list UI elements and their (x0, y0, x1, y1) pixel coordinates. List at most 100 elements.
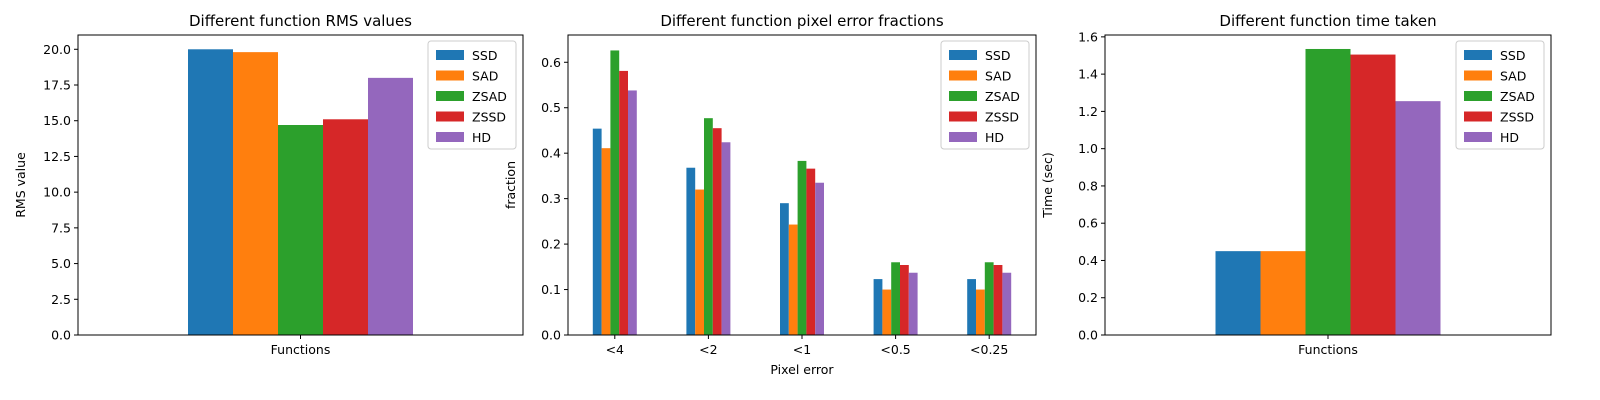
legend-label-zssd: ZSSD (1500, 110, 1534, 125)
legend-swatch-zssd (1464, 111, 1492, 122)
bar-ssd-4 (873, 279, 883, 335)
legend-swatch-zssd (436, 111, 464, 122)
bar-zssd-3 (806, 168, 816, 335)
x-tick-label: <2 (699, 342, 717, 357)
legend-box (1455, 40, 1545, 150)
y-tick-label: 7.5 (51, 220, 71, 235)
x-tick-label: <0.25 (970, 342, 1008, 357)
bar-hd-1 (628, 90, 637, 335)
y-axis-label: RMS value (13, 152, 28, 218)
y-axis-label: fraction (503, 161, 518, 209)
bar-zssd-1 (619, 70, 628, 335)
bar-zsad-2 (704, 118, 713, 336)
y-tick-label: 0.8 (1078, 178, 1098, 193)
bar-zsad-1 (278, 125, 323, 335)
bar-zsad-4 (891, 262, 900, 335)
legend-swatch-hd (1464, 132, 1492, 142)
y-tick-label: 0.0 (1078, 328, 1098, 343)
legend-label-zssd: ZSSD (472, 110, 506, 125)
y-tick-label: 12.5 (43, 149, 71, 164)
legend-swatch-sad (1464, 70, 1492, 81)
y-tick-label: 0.5 (541, 100, 561, 115)
legend-label-sad: SAD (1500, 69, 1526, 84)
x-tick-label: Functions (271, 342, 331, 357)
bar-ssd-3 (780, 203, 789, 335)
bar-zssd-5 (993, 265, 1003, 335)
legend-swatch-hd (436, 132, 464, 142)
y-tick-label: 0.1 (541, 282, 561, 297)
x-axis-label: Pixel error (770, 362, 834, 377)
bar-sad-1 (1260, 251, 1306, 335)
y-tick-label: 0.2 (541, 237, 561, 252)
legend-swatch-zsad (949, 91, 977, 101)
legend-swatch-sad (949, 70, 977, 81)
bar-hd-5 (1002, 272, 1012, 335)
legend-swatch-sad (436, 70, 464, 81)
y-tick-label: 5.0 (51, 256, 71, 271)
legend-swatch-zsad (1464, 91, 1492, 101)
bar-ssd-1 (1215, 251, 1261, 335)
legend: SSD SAD ZSAD ZSSD HD (940, 40, 1030, 150)
legend-label-sad: SAD (985, 69, 1011, 84)
y-tick-label: 0.0 (51, 328, 71, 343)
bar-zssd-2 (712, 128, 722, 335)
legend-box (427, 40, 517, 150)
legend-label-ssd: SSD (472, 48, 498, 63)
y-tick-label: 15.0 (43, 113, 71, 128)
y-tick-label: 1.2 (1078, 104, 1098, 119)
y-tick-label: 20.0 (43, 42, 71, 57)
legend-label-zsad: ZSAD (472, 89, 507, 104)
bar-zsad-1 (1305, 48, 1351, 335)
bar-hd-4 (908, 272, 918, 335)
bar-sad-3 (788, 224, 798, 335)
legend-swatch-zssd (949, 111, 977, 122)
y-axis-label: Time (sec) (1040, 152, 1055, 218)
legend-label-zsad: ZSAD (1500, 89, 1535, 104)
y-tick-label: 10.0 (43, 185, 71, 200)
y-tick-label: 0.6 (541, 55, 561, 70)
bar-zssd-1 (323, 119, 368, 335)
y-tick-label: 0.2 (1078, 290, 1098, 305)
y-tick-label: 1.4 (1078, 67, 1098, 82)
bar-zssd-1 (1350, 54, 1396, 335)
bar-ssd-5 (967, 279, 976, 335)
bar-sad-5 (976, 289, 985, 335)
legend-label-hd: HD (472, 130, 491, 145)
bar-sad-1 (601, 148, 611, 335)
y-tick-label: 0.0 (541, 328, 561, 343)
chart-panel-3: Different function time taken Functions 0.… (1040, 12, 1552, 357)
bar-ssd-1 (592, 128, 602, 335)
chart-title: Different function time taken (1219, 12, 1436, 30)
legend-label-sad: SAD (472, 69, 498, 84)
bar-hd-1 (1395, 101, 1441, 336)
legend-swatch-ssd (1464, 50, 1492, 60)
legend-label-hd: HD (1500, 130, 1519, 145)
x-tick-label: <4 (606, 342, 624, 357)
y-tick-label: 1.0 (1078, 141, 1098, 156)
chart-panel-2: Different function pixel error fractions… (503, 12, 1037, 377)
bar-hd-2 (721, 142, 731, 335)
bar-zssd-4 (900, 265, 909, 335)
bar-hd-3 (815, 182, 824, 335)
plot-frame (77, 34, 524, 336)
bar-zsad-5 (984, 262, 994, 335)
bar-zsad-3 (797, 160, 807, 335)
bar-ssd-1 (188, 49, 233, 335)
legend-swatch-ssd (436, 50, 464, 60)
chart-title: Different function RMS values (189, 12, 412, 30)
bar-sad-2 (695, 189, 704, 335)
legend: SSD SAD ZSAD ZSSD HD (427, 40, 517, 150)
x-tick-label: <1 (793, 342, 811, 357)
bar-hd-1 (368, 77, 413, 336)
bar-sad-4 (882, 289, 892, 335)
legend-label-hd: HD (985, 130, 1004, 145)
legend-swatch-zsad (436, 91, 464, 101)
y-tick-label: 17.5 (43, 78, 71, 93)
y-tick-label: 0.6 (1078, 216, 1098, 231)
legend-swatch-hd (949, 132, 977, 142)
bar-zsad-1 (610, 50, 620, 335)
y-tick-label: 0.4 (1078, 253, 1098, 268)
legend-box (940, 40, 1030, 150)
legend-label-ssd: SSD (985, 48, 1011, 63)
